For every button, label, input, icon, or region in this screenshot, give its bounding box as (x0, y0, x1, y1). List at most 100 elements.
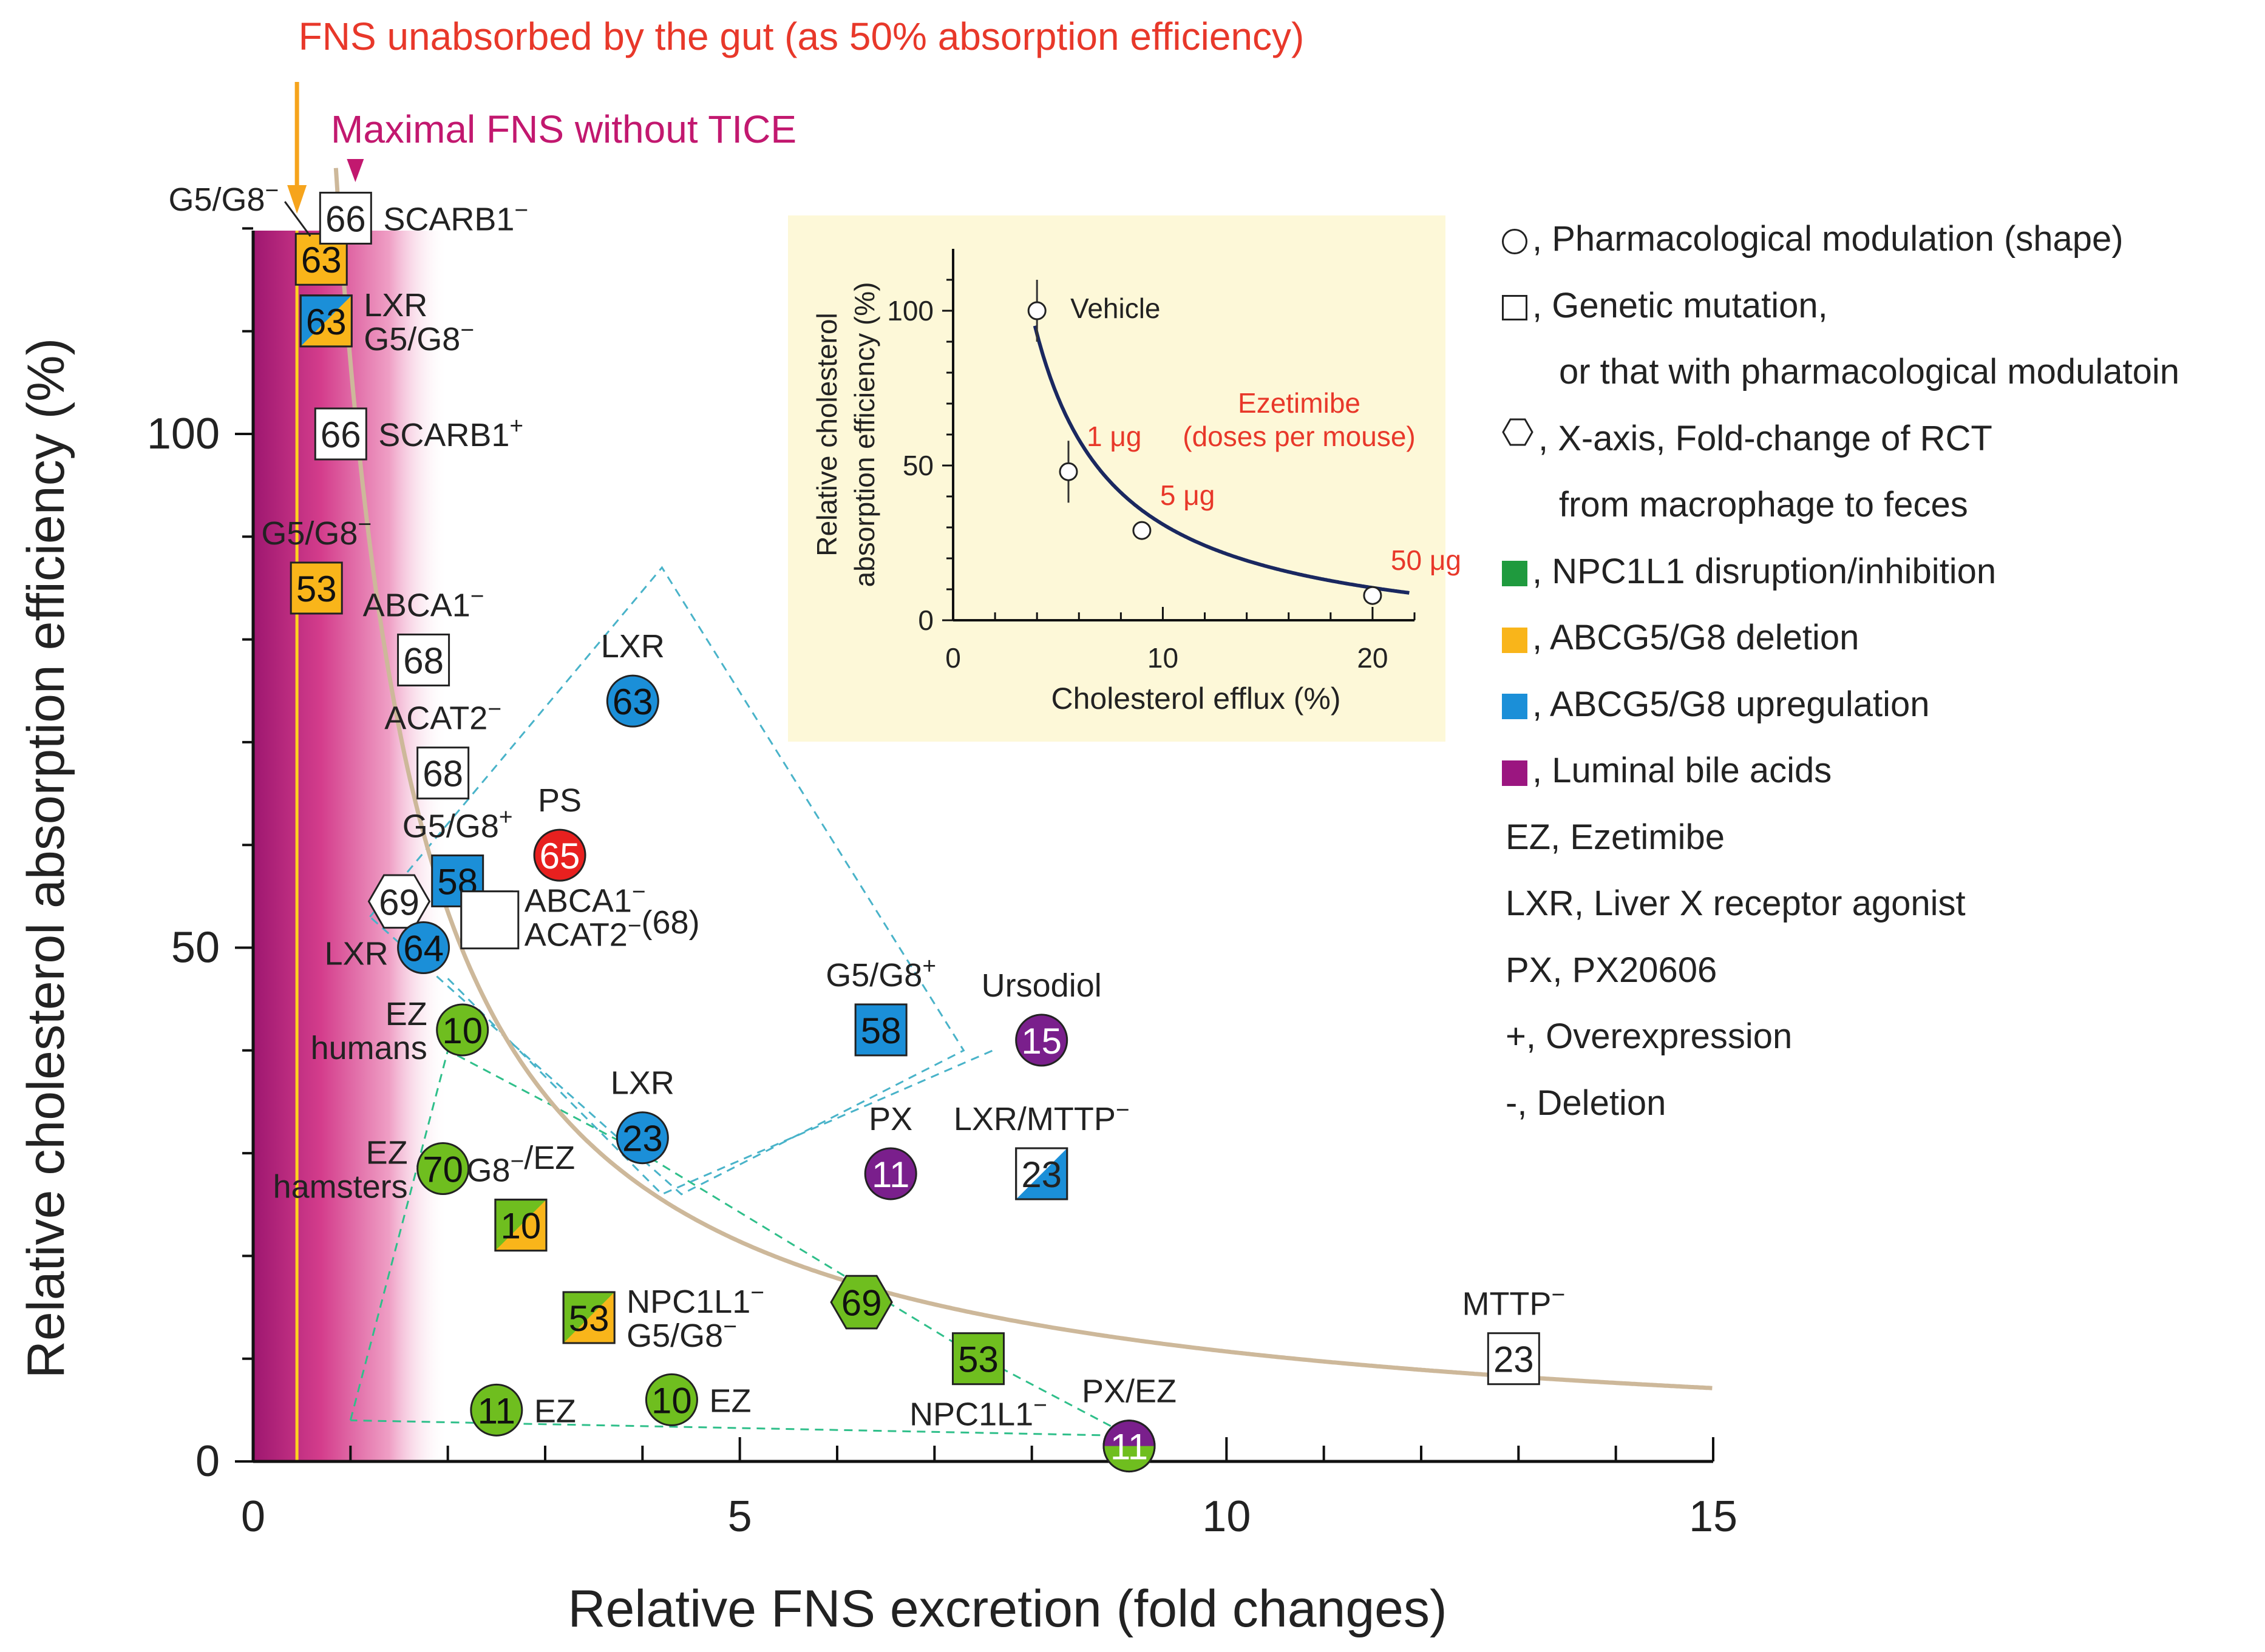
inset-x-tick-label: 20 (1357, 642, 1388, 674)
dashed-group-2 (349, 1049, 1130, 1437)
inset-point-label: Vehicle (1070, 293, 1160, 324)
point-square (397, 633, 450, 686)
point-ref-label: 15 (1021, 1021, 1062, 1061)
point-square (314, 407, 367, 461)
inset-y-tick-label: 100 (887, 295, 934, 327)
point-circle (1015, 1014, 1068, 1067)
inset-title: Ezetimibe (1238, 387, 1360, 419)
legend-text: +, Overexpression (1506, 1017, 1793, 1056)
inset-point (1027, 301, 1047, 320)
legend-item: +, Overexpression (1506, 1016, 1792, 1057)
point-square (319, 191, 372, 245)
inset-x-tick-label: 0 (945, 642, 961, 674)
point-label: SCARB1− (383, 197, 528, 238)
legend-purple-icon (1502, 760, 1527, 786)
inset-chart: 0 50 100 0 10 20 Cholesterol efflux (%) Relativ… (788, 215, 1461, 742)
point-label: LXR (611, 1065, 674, 1102)
point-square (951, 1332, 1005, 1386)
point-square (416, 746, 470, 800)
legend-item: EZ, Ezetimibe (1506, 817, 1725, 858)
point-ref-label: 68 (403, 640, 444, 681)
point-square-split (301, 295, 352, 347)
point-square-split (1016, 1148, 1067, 1199)
label-leader (284, 201, 311, 237)
point-label: NPC1L1− (627, 1279, 764, 1320)
y-tick-label: 0 (195, 1437, 220, 1486)
inset-subtitle: (doses per mouse) (1183, 421, 1416, 452)
point-ref-label: 69 (379, 882, 419, 922)
point-ref-label: 23 (622, 1119, 663, 1159)
point-ref-label: 10 (442, 1010, 483, 1051)
point-label: PX (869, 1101, 912, 1137)
top-annotations: FNS unabsorbed by the gut (as 50% absorp… (287, 15, 1304, 214)
point-square-border (562, 1291, 616, 1344)
point-ref-label: 10 (501, 1206, 542, 1247)
magenta-arrow-head (347, 159, 364, 182)
inset-point (1132, 521, 1152, 540)
point-square-split (563, 1291, 615, 1343)
inset-point-label: 5 μg (1160, 479, 1215, 511)
point-label: G5/G8− (627, 1313, 737, 1354)
inset-x-tick-label: 10 (1147, 642, 1178, 674)
point-square-border (494, 1199, 548, 1252)
legend-green-icon (1502, 561, 1527, 587)
orange-arrow-head (287, 185, 307, 214)
point-circle (616, 1111, 669, 1165)
point-label: NPC1L1− (909, 1392, 1047, 1433)
point-circle (470, 1383, 523, 1437)
inset-x-axis-title: Cholesterol efflux (%) (1051, 682, 1340, 716)
inset-point (1059, 462, 1078, 481)
dashed-group-1 (369, 566, 965, 1196)
point-25: 23 MTTP− (1462, 1282, 1565, 1386)
legend-item: -, Deletion (1506, 1083, 1666, 1123)
point-label: PS (538, 782, 582, 819)
curve-line (333, 168, 1713, 1390)
legend-item: , X-axis, Fold-change of RCT (1502, 418, 1992, 459)
point-ref-label: 70 (423, 1149, 463, 1190)
legend-item: , NPC1L1 disruption/inhibition (1502, 551, 1996, 592)
point-7: 63 LXR (601, 628, 665, 728)
x-tick-label: 15 (1689, 1492, 1737, 1541)
point-12: ABCA1−ACAT2−(68) (460, 879, 700, 953)
point-label: MTTP− (1462, 1282, 1565, 1322)
point-square-border (1015, 1147, 1068, 1200)
point-ref-label: 63 (613, 682, 653, 722)
point-label: SCARB1+ (378, 413, 523, 453)
point-circle-split (1104, 1446, 1155, 1472)
point-ref-label: 63 (306, 302, 347, 342)
point-square (290, 561, 343, 615)
point-ref-label: 66 (321, 415, 361, 455)
point-label: G5/G8+ (826, 953, 936, 994)
point-27: 10 EZ (645, 1373, 751, 1426)
point-ref-label: 53 (569, 1298, 610, 1339)
dashed-groupings (349, 566, 1130, 1437)
point-26: 11 EZ (470, 1383, 576, 1437)
point-label: G5/G8+ (402, 804, 513, 845)
inset-point-label: 1 μg (1087, 421, 1141, 452)
legend-circle-icon (1502, 228, 1527, 254)
point-21: 10 G8−/EZ (467, 1140, 575, 1252)
point-22: 53 NPC1L1−G5/G8− (562, 1279, 764, 1354)
point-square-border (299, 294, 353, 348)
point-23: 69 (830, 1275, 893, 1330)
legend-item: from macrophage to feces (1559, 484, 1968, 525)
legend-text: LXR, Liver X receptor agonist (1506, 884, 1966, 923)
point-ref-label: 58 (861, 1010, 902, 1051)
point-15: 58 G5/G8+ (826, 953, 936, 1057)
point-4: 66 SCARB1+ (314, 407, 523, 461)
inset-point-label: 50 μg (1391, 544, 1461, 576)
point-circle (416, 1142, 470, 1195)
point-13: 64 LXR (325, 921, 450, 974)
legend-text: from macrophage to feces (1559, 485, 1968, 524)
point-label: PX/EZ (1082, 1373, 1177, 1410)
point-ref-label: 64 (403, 929, 444, 969)
point-ref-label: 10 (651, 1380, 692, 1421)
point-circle (606, 674, 659, 728)
point-circle (397, 921, 450, 974)
point-label: ABCA1− (525, 879, 646, 919)
point-ref-label: 23 (1493, 1339, 1534, 1380)
point-2: 66 SCARB1− (319, 191, 528, 245)
